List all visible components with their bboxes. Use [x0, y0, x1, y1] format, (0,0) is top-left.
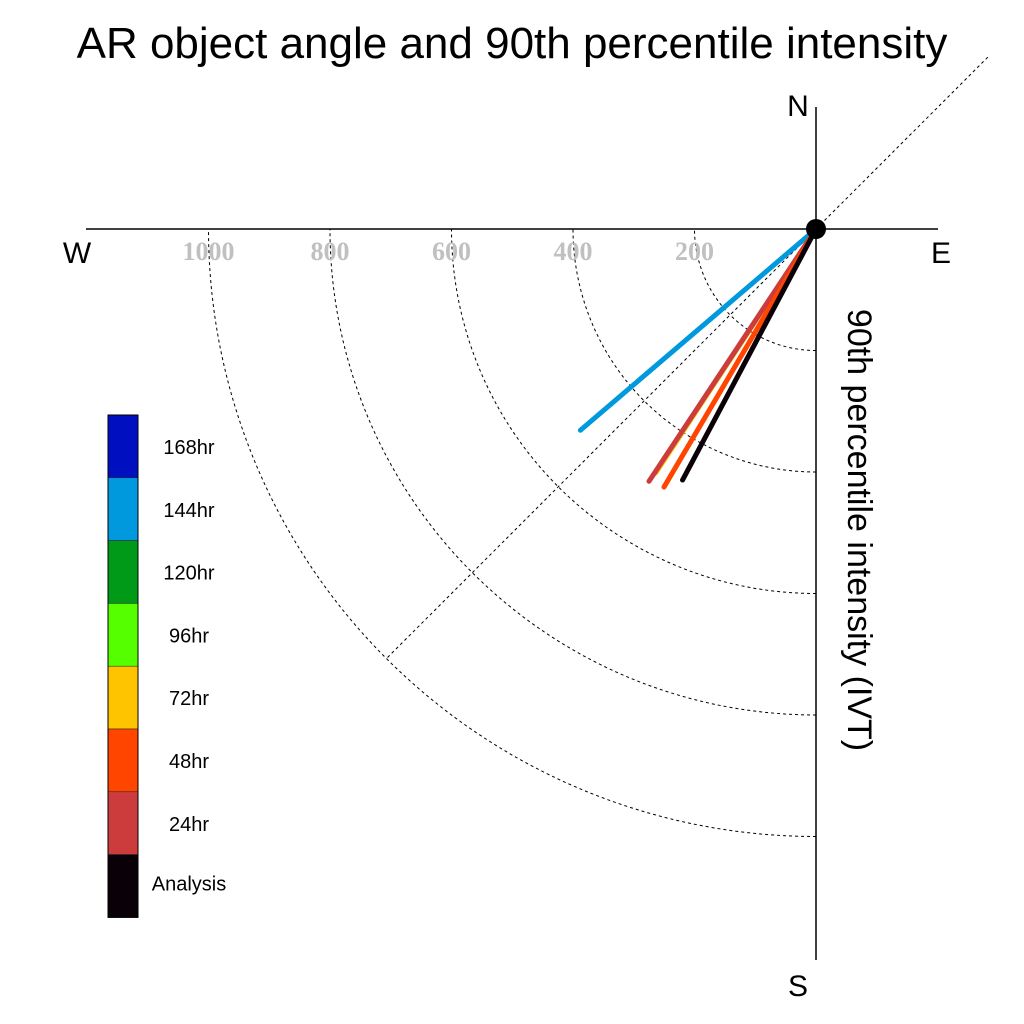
- series-vector-analysis: [680, 226, 819, 483]
- series-vectors: [577, 226, 819, 490]
- grid-arc-400: [572, 228, 817, 473]
- series-vector-24hr: [646, 226, 819, 484]
- legend-swatch-168hr: [107, 414, 139, 479]
- legend-swatch-24hr: [107, 791, 139, 855]
- compass-west-label: W: [63, 237, 92, 270]
- grid-arc-800: [329, 228, 817, 716]
- grid-arc-600: [451, 228, 817, 594]
- radial-tick-label: 1000: [183, 237, 235, 266]
- legend-swatch-120hr: [107, 540, 139, 604]
- radial-tick-label: 200: [675, 237, 714, 266]
- legend: 168hr 144hr 120hr 96hr 72hr 48hr 24hr Analysis: [107, 414, 226, 918]
- legend-label: 24hr: [169, 814, 209, 836]
- origin-marker: [806, 219, 826, 239]
- legend-label: 144hr: [163, 500, 214, 522]
- series-vector-144hr: [577, 226, 819, 433]
- radial-tick-label: 800: [311, 237, 350, 266]
- legend-label: Analysis: [152, 874, 226, 896]
- chart-title: AR object angle and 90th percentile inte…: [77, 19, 948, 68]
- radial-tick-label: 400: [554, 237, 593, 266]
- legend-swatch-96hr: [107, 603, 139, 667]
- legend-colorbar-outline: [107, 414, 139, 918]
- radial-tick-labels: 200 400 600 800 1000: [183, 237, 715, 266]
- grid-arc-1000: [208, 228, 817, 837]
- legend-swatch-48hr: [107, 728, 139, 793]
- y-axis-label: 90th percentile intensity (IVT): [840, 309, 878, 751]
- compass-north-label: N: [787, 90, 809, 123]
- legend-label: 96hr: [169, 625, 209, 647]
- legend-label: 72hr: [169, 688, 209, 710]
- grid-arc-200: [694, 228, 817, 351]
- compass-east-label: E: [931, 237, 951, 270]
- radial-tick-label: 600: [432, 237, 471, 266]
- legend-swatch-144hr: [107, 477, 139, 541]
- legend-swatch-analysis: [107, 854, 139, 918]
- legend-swatch-72hr: [107, 665, 139, 730]
- diagonal-reference-line: [386, 56, 989, 659]
- legend-label: 168hr: [163, 437, 214, 459]
- compass-south-label: S: [788, 970, 808, 1003]
- polar-grid: [208, 56, 989, 837]
- legend-label: 120hr: [163, 563, 214, 585]
- legend-label: 48hr: [169, 751, 209, 773]
